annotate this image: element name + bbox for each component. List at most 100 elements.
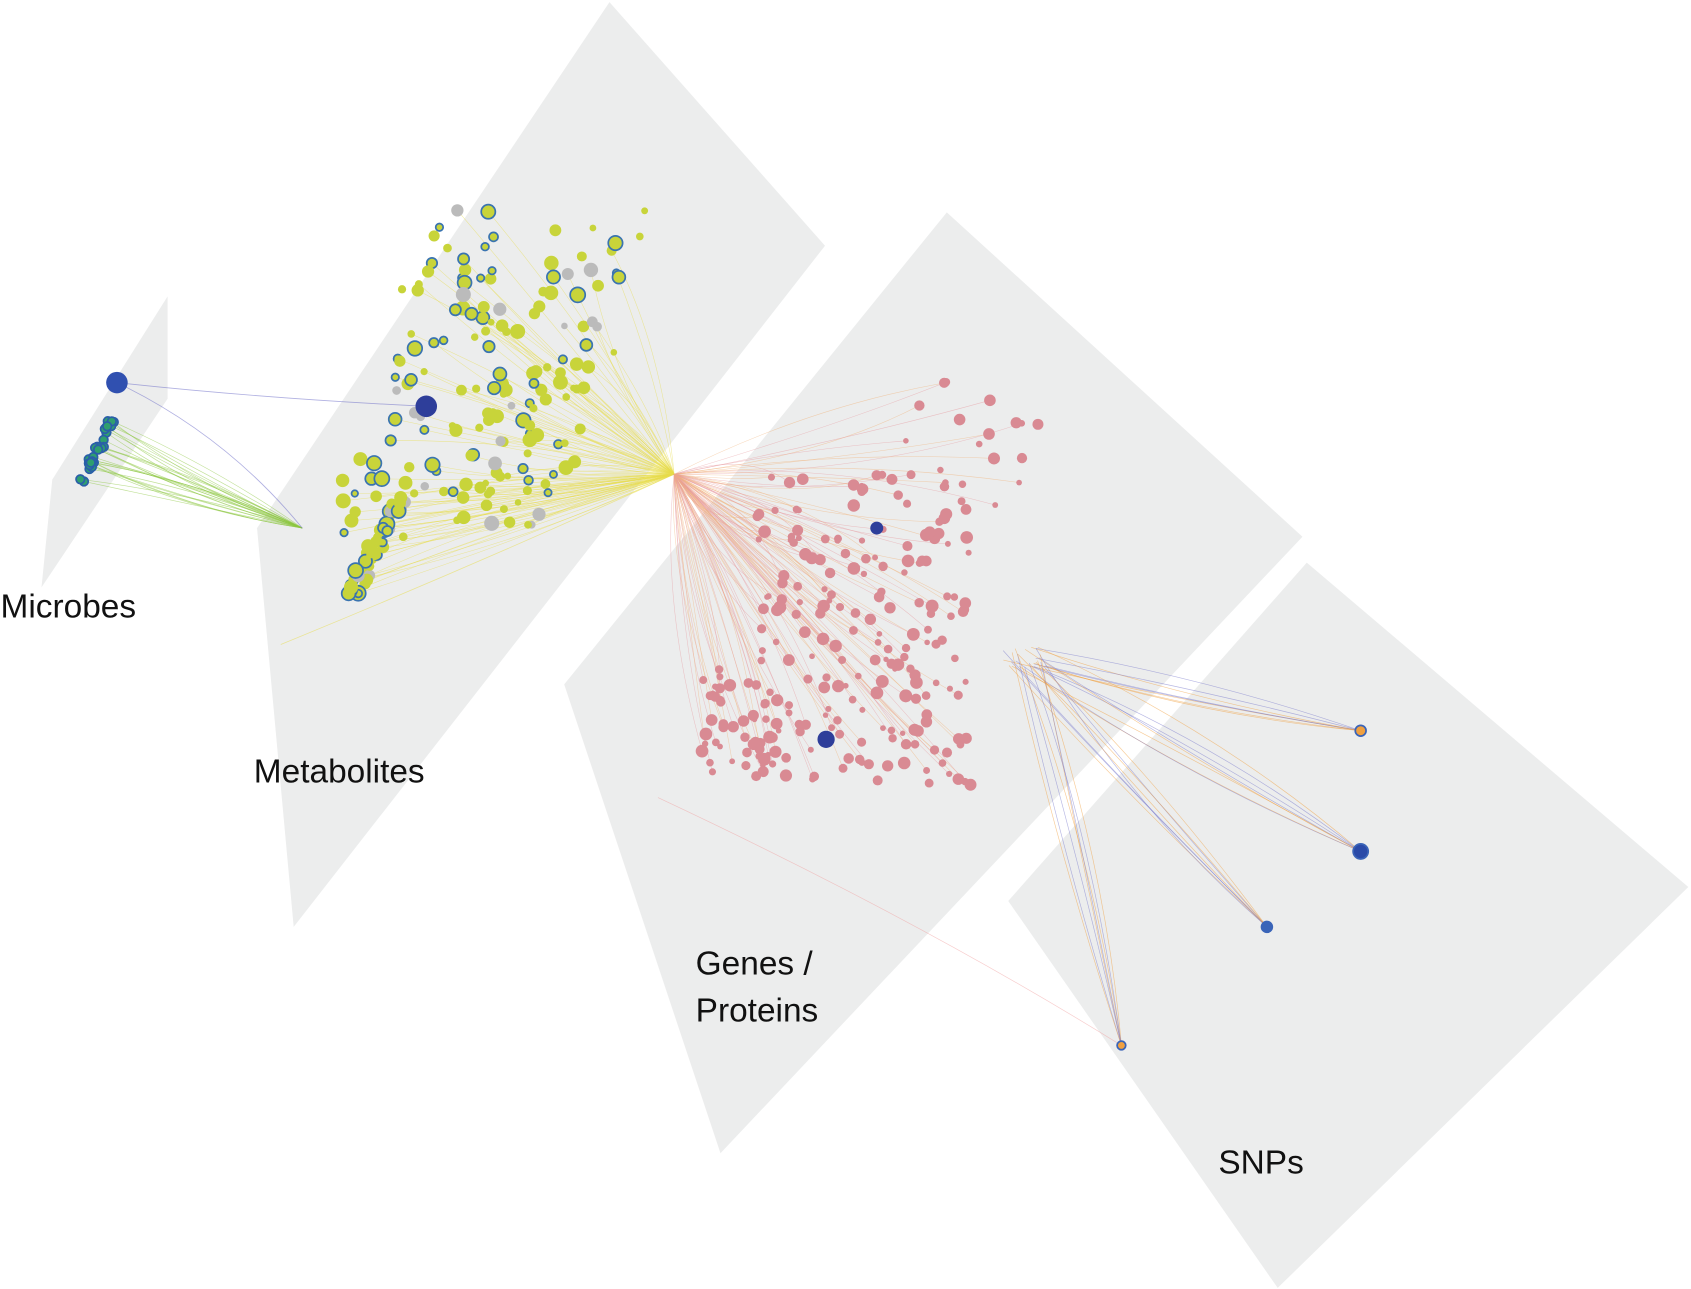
node bbox=[827, 590, 836, 600]
edge bbox=[492, 412, 675, 475]
node bbox=[579, 338, 594, 352]
node bbox=[398, 532, 408, 542]
node bbox=[818, 681, 831, 694]
node bbox=[482, 479, 490, 487]
edge bbox=[657, 797, 1122, 1046]
node bbox=[781, 752, 791, 763]
node bbox=[472, 384, 481, 393]
edge bbox=[399, 473, 675, 504]
node bbox=[800, 719, 811, 730]
node bbox=[428, 337, 440, 349]
node bbox=[778, 570, 790, 582]
node bbox=[488, 456, 502, 471]
node bbox=[937, 466, 944, 474]
node bbox=[795, 535, 802, 542]
node bbox=[872, 554, 879, 561]
node bbox=[560, 439, 569, 448]
node bbox=[549, 469, 558, 479]
edge bbox=[89, 464, 303, 529]
node bbox=[992, 502, 999, 508]
node bbox=[785, 709, 793, 717]
node bbox=[941, 747, 953, 758]
node bbox=[350, 489, 359, 498]
node bbox=[373, 470, 391, 488]
edge bbox=[537, 434, 675, 475]
node bbox=[939, 481, 950, 492]
node bbox=[481, 326, 491, 336]
edge bbox=[355, 473, 675, 571]
node bbox=[757, 766, 769, 778]
edge bbox=[343, 473, 675, 502]
edge bbox=[674, 470, 996, 506]
node bbox=[835, 729, 845, 739]
node bbox=[875, 675, 889, 688]
node bbox=[447, 486, 459, 498]
node bbox=[729, 758, 736, 765]
edge bbox=[674, 473, 797, 510]
edge bbox=[1035, 661, 1268, 928]
edge bbox=[98, 449, 303, 529]
edge bbox=[673, 474, 838, 721]
edge bbox=[673, 474, 744, 722]
node bbox=[727, 721, 739, 733]
node bbox=[523, 449, 532, 458]
edge bbox=[674, 456, 995, 475]
edge bbox=[424, 429, 675, 475]
node bbox=[857, 487, 867, 497]
node bbox=[635, 232, 644, 241]
node bbox=[492, 366, 508, 382]
edge bbox=[390, 440, 675, 475]
node bbox=[544, 255, 559, 271]
node bbox=[487, 381, 502, 396]
node bbox=[410, 489, 419, 498]
node bbox=[910, 739, 920, 749]
node bbox=[766, 688, 774, 696]
node bbox=[822, 712, 829, 718]
node bbox=[488, 408, 498, 418]
node bbox=[916, 555, 928, 566]
node bbox=[847, 479, 860, 491]
node bbox=[487, 266, 497, 276]
node bbox=[451, 204, 464, 217]
node bbox=[717, 743, 723, 750]
edge bbox=[1024, 667, 1122, 1046]
node bbox=[938, 759, 947, 767]
node bbox=[522, 486, 532, 496]
edge bbox=[95, 447, 303, 529]
node bbox=[807, 746, 814, 753]
node bbox=[487, 318, 495, 326]
edge bbox=[83, 481, 303, 529]
edge bbox=[592, 321, 675, 475]
node bbox=[570, 384, 577, 392]
edge bbox=[394, 473, 675, 515]
edge bbox=[573, 387, 675, 475]
node bbox=[859, 706, 866, 713]
edge bbox=[1028, 662, 1122, 1046]
edge bbox=[1035, 648, 1268, 928]
node bbox=[822, 673, 831, 682]
node bbox=[1032, 418, 1044, 430]
node bbox=[557, 354, 568, 365]
node bbox=[882, 760, 894, 772]
node bbox=[769, 745, 782, 758]
edge bbox=[353, 473, 675, 580]
edge bbox=[490, 322, 675, 475]
edge bbox=[280, 473, 675, 645]
node bbox=[915, 403, 922, 410]
node bbox=[912, 725, 924, 737]
node bbox=[854, 754, 865, 765]
edge bbox=[674, 473, 838, 541]
edge bbox=[673, 474, 883, 682]
node bbox=[870, 521, 884, 535]
node bbox=[929, 745, 940, 755]
node bbox=[902, 541, 913, 552]
node bbox=[353, 452, 368, 467]
node bbox=[771, 694, 784, 707]
node bbox=[335, 493, 351, 509]
node bbox=[366, 551, 374, 559]
node bbox=[814, 554, 826, 566]
node bbox=[723, 678, 737, 692]
node bbox=[495, 436, 506, 447]
node bbox=[906, 627, 920, 641]
metabolites-plane bbox=[257, 2, 826, 927]
